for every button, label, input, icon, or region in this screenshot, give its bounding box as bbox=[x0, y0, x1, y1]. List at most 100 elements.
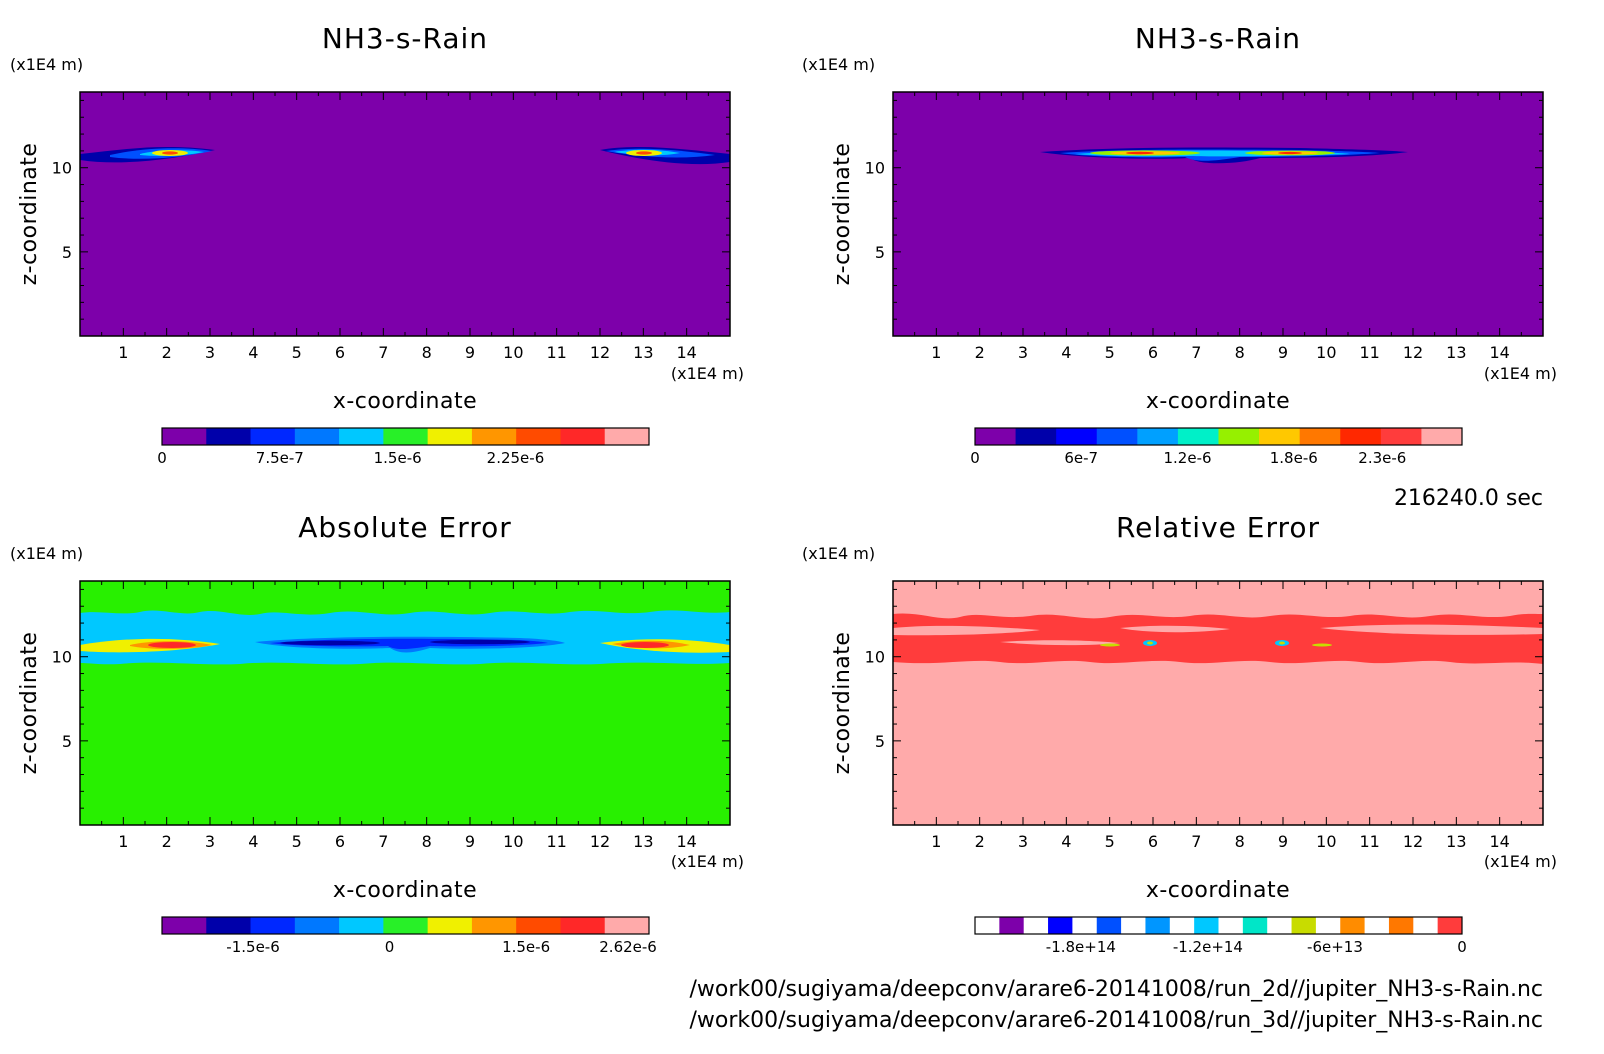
colorbar-swatch bbox=[1096, 917, 1122, 934]
x-tick-label: 2 bbox=[975, 832, 985, 851]
plot-area bbox=[893, 581, 1543, 825]
x-tick-label: 12 bbox=[590, 832, 610, 851]
colorbar-swatch bbox=[339, 428, 384, 445]
colorbar-swatch bbox=[975, 917, 1000, 934]
colorbar-swatch bbox=[471, 428, 517, 445]
colorbar-tick-label: 1.2e-6 bbox=[1163, 449, 1211, 467]
y-axis-label: z-coordinate bbox=[830, 143, 855, 286]
colorbar-tick-label: 2.25e-6 bbox=[487, 449, 545, 467]
x-tick-label: 9 bbox=[1278, 343, 1288, 362]
plot-area bbox=[80, 581, 730, 825]
x-tick-label: 9 bbox=[465, 832, 475, 851]
colorbar-tick-label: 2.3e-6 bbox=[1358, 449, 1406, 467]
x-tick-label: 13 bbox=[1446, 832, 1466, 851]
colorbar-tick-label: 7.5e-7 bbox=[256, 449, 304, 467]
x-tick-label: 8 bbox=[422, 832, 432, 851]
x-tick-label: 3 bbox=[1018, 343, 1028, 362]
x-tick-label: 10 bbox=[503, 343, 523, 362]
y-unit-label: (x1E4 m) bbox=[802, 544, 875, 563]
panel-title: Absolute Error bbox=[298, 511, 512, 544]
contour-level-red-2 bbox=[1278, 151, 1302, 155]
y-tick-label: 10 bbox=[865, 159, 885, 178]
colorbar-swatch bbox=[1340, 917, 1366, 934]
colorbar-swatch bbox=[250, 917, 296, 934]
y-tick-label: 5 bbox=[875, 732, 885, 751]
colorbar-swatch bbox=[206, 428, 252, 445]
colorbar-swatch bbox=[516, 428, 561, 445]
x-tick-label: 6 bbox=[1148, 343, 1158, 362]
x-axis-label: x-coordinate bbox=[1146, 389, 1290, 414]
colorbar-swatch bbox=[1072, 917, 1098, 934]
colorbar-swatch bbox=[1096, 428, 1138, 445]
colorbar-swatch bbox=[1242, 917, 1268, 934]
y-tick-label: 10 bbox=[865, 648, 885, 667]
colorbar-swatch bbox=[1169, 917, 1195, 934]
colorbar-tick-label: 2.62e-6 bbox=[599, 938, 657, 956]
y-axis-label: z-coordinate bbox=[17, 143, 42, 286]
x-tick-label: 12 bbox=[590, 343, 610, 362]
x-tick-label: 4 bbox=[1061, 343, 1071, 362]
colorbar-swatch bbox=[604, 917, 650, 934]
y-tick-label: 5 bbox=[62, 732, 72, 751]
x-tick-label: 10 bbox=[1316, 343, 1336, 362]
x-tick-label: 1 bbox=[118, 343, 128, 362]
contour-cold-core-1 bbox=[280, 640, 380, 646]
x-unit-label: (x1E4 m) bbox=[671, 364, 744, 383]
panel-title: Relative Error bbox=[1116, 511, 1320, 544]
x-tick-label: 4 bbox=[1061, 832, 1071, 851]
colorbar-swatch bbox=[471, 917, 517, 934]
x-tick-label: 14 bbox=[1489, 832, 1509, 851]
colorbar-tick-label: -1.8e+14 bbox=[1046, 938, 1116, 956]
contour-peak-right-max bbox=[636, 151, 652, 155]
colorbar-swatch bbox=[1259, 428, 1301, 445]
colorbar-tick-label: 1.5e-6 bbox=[374, 449, 422, 467]
contour-pink-hole-2 bbox=[1120, 625, 1230, 633]
colorbar-swatch bbox=[999, 917, 1025, 934]
x-tick-label: 9 bbox=[465, 343, 475, 362]
colorbar-swatch bbox=[975, 428, 1017, 445]
colorbar-swatch bbox=[1364, 917, 1390, 934]
colorbar-swatch bbox=[1194, 917, 1219, 934]
contour-pink-hole-4 bbox=[1000, 640, 1120, 646]
colorbar-swatch bbox=[427, 428, 473, 445]
colorbar-swatch bbox=[1437, 917, 1463, 934]
colorbar-swatch bbox=[162, 428, 207, 445]
x-tick-label: 4 bbox=[248, 832, 258, 851]
x-tick-label: 11 bbox=[1359, 343, 1379, 362]
x-tick-label: 6 bbox=[1148, 832, 1158, 851]
colorbar-swatch bbox=[427, 917, 473, 934]
x-tick-label: 6 bbox=[335, 343, 345, 362]
footer-path-2: /work00/sugiyama/deepconv/arare6-2014100… bbox=[690, 1008, 1544, 1033]
y-unit-label: (x1E4 m) bbox=[802, 55, 875, 74]
time-label: 216240.0 sec bbox=[1394, 486, 1543, 511]
contour-spot-2-core bbox=[1279, 641, 1285, 645]
colorbar-swatch bbox=[1299, 428, 1341, 445]
colorbar-swatch bbox=[1015, 428, 1057, 445]
colorbar-tick-label: 0 bbox=[385, 938, 395, 956]
y-tick-label: 10 bbox=[52, 648, 72, 667]
colorbar: 0 6e-7 1.2e-6 1.8e-6 2.3e-6 bbox=[970, 427, 1463, 467]
x-tick-label: 6 bbox=[335, 832, 345, 851]
colorbar-swatch bbox=[516, 917, 561, 934]
colorbar-frame bbox=[974, 916, 1463, 935]
contour-pink-hole-3 bbox=[1320, 624, 1543, 635]
y-unit-label: (x1E4 m) bbox=[10, 544, 83, 563]
x-tick-label: 1 bbox=[931, 343, 941, 362]
contour-warm-right-core bbox=[621, 642, 669, 648]
x-tick-label: 8 bbox=[1235, 343, 1245, 362]
colorbar-swatch bbox=[1218, 917, 1244, 934]
y-tick-label: 5 bbox=[875, 243, 885, 262]
colorbar-tick-label: 0 bbox=[157, 449, 167, 467]
x-tick-label: 14 bbox=[676, 832, 696, 851]
x-tick-label: 2 bbox=[162, 343, 172, 362]
colorbar-swatch bbox=[1048, 917, 1073, 934]
x-tick-label: 5 bbox=[292, 832, 302, 851]
contour-red-band bbox=[893, 613, 1543, 664]
x-tick-label: 9 bbox=[1278, 832, 1288, 851]
y-unit-label: (x1E4 m) bbox=[10, 55, 83, 74]
x-tick-label: 2 bbox=[975, 343, 985, 362]
